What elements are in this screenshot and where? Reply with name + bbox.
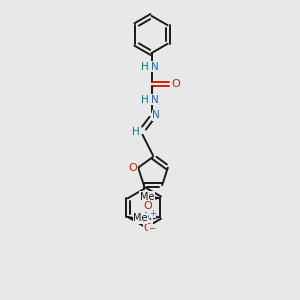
Text: N: N: [151, 94, 159, 105]
Text: H: H: [132, 127, 140, 137]
Text: −: −: [148, 224, 155, 233]
Text: O: O: [128, 163, 137, 173]
Text: O: O: [144, 201, 152, 211]
Text: H: H: [141, 61, 149, 72]
Text: N: N: [144, 212, 152, 222]
Text: H: H: [141, 94, 149, 105]
Text: Me: Me: [140, 192, 154, 202]
Text: Me: Me: [134, 213, 148, 224]
Text: +: +: [149, 208, 156, 217]
Text: N: N: [151, 61, 159, 72]
Text: O: O: [144, 223, 152, 233]
Text: O: O: [171, 79, 180, 89]
Text: N: N: [152, 110, 160, 120]
